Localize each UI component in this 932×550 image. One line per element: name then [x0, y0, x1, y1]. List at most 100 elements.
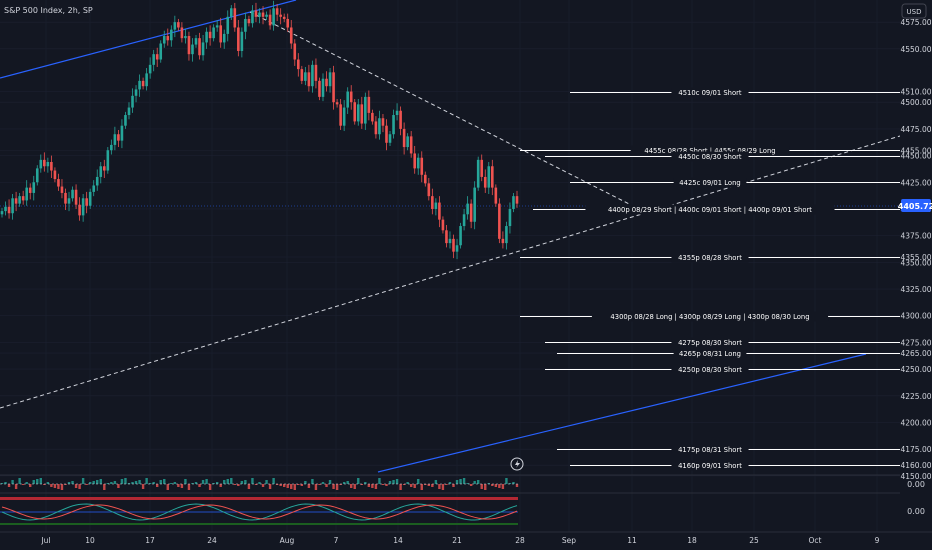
time-tick-label: 7	[334, 536, 339, 545]
candle-body	[88, 191, 92, 206]
candle-body	[275, 8, 279, 15]
candle-body	[215, 25, 219, 28]
currency-button[interactable]	[901, 3, 927, 19]
histogram-bar	[60, 484, 64, 490]
time-tick-label: 17	[145, 536, 155, 545]
histogram-bar	[163, 479, 166, 484]
histogram-bar	[113, 481, 117, 484]
price-tick-label: 4475.00	[900, 125, 931, 134]
candle-body	[166, 36, 170, 41]
candle-body	[462, 214, 466, 227]
histogram-bar	[145, 478, 148, 484]
candle-body	[212, 27, 215, 39]
histogram-bar	[402, 484, 406, 485]
candle-body	[134, 89, 138, 96]
indicator-value-1: 0.00	[907, 480, 925, 489]
candle-body	[177, 22, 180, 28]
price-tick-label: 4300.00	[900, 312, 931, 321]
osc-upper-band	[0, 497, 518, 500]
histogram-bar	[212, 483, 215, 484]
osc-lower-band	[0, 523, 518, 525]
level-label: 4250p 08/30 Short	[678, 366, 742, 374]
candle-body	[64, 192, 67, 204]
level-label: 4400p 08/29 Short | 4400c 09/01 Short | …	[608, 206, 812, 214]
histogram-bar	[173, 482, 177, 484]
candle-body	[508, 208, 512, 227]
histogram-bar	[367, 484, 371, 487]
time-axis[interactable]: Jul 10 17 24 Aug 7 14 21 28 Sep 11 18 25 Oct 9	[40, 536, 879, 545]
histogram-bar	[251, 478, 254, 484]
histogram-bar	[448, 482, 452, 484]
histogram-bar	[127, 483, 131, 484]
candle-body	[148, 64, 152, 74]
histogram-bar	[103, 484, 106, 490]
time-tick-label: 11	[627, 536, 637, 545]
candle-body	[381, 118, 385, 126]
histogram-bar	[46, 482, 50, 484]
time-tick-label: Oct	[809, 536, 822, 545]
price-tick-label: 4265.00	[900, 349, 931, 358]
candle-body	[339, 104, 342, 126]
candle-body	[349, 91, 353, 103]
histogram-bar	[328, 480, 332, 484]
price-tick-label: 4425.00	[900, 178, 931, 187]
histogram-bar	[466, 483, 469, 484]
histogram-bar	[159, 480, 162, 484]
candle-body	[46, 161, 50, 167]
price-tick-label: 4160.00	[900, 461, 931, 470]
histogram-bar	[261, 484, 265, 487]
price-tick-label: 4225.00	[900, 392, 931, 401]
time-tick-label: 24	[207, 536, 217, 545]
price-tick-label: 4510.00	[900, 88, 931, 97]
candle-body	[265, 14, 268, 17]
histogram-bar	[388, 481, 392, 484]
histogram-bar	[78, 484, 81, 489]
price-tick-label: 4550.00	[900, 45, 931, 54]
lightning-icon[interactable]	[510, 457, 524, 471]
histogram-bar	[452, 484, 455, 487]
candle-body	[39, 159, 43, 169]
candle-body	[487, 166, 491, 188]
candle-body	[78, 204, 81, 216]
histogram-bar	[74, 484, 78, 488]
candle-body	[127, 107, 131, 116]
histogram-bar	[300, 484, 304, 486]
histogram-bar	[25, 482, 28, 484]
candle-body	[35, 168, 39, 183]
histogram-bar	[11, 480, 14, 484]
candle-body	[258, 12, 261, 17]
candle-body	[279, 14, 282, 17]
candle-body	[413, 153, 417, 169]
candle-body	[170, 29, 173, 41]
histogram-bar	[233, 484, 237, 485]
candle-body	[318, 80, 321, 97]
histogram-bar	[431, 484, 434, 487]
histogram-bar	[32, 480, 35, 484]
candle-body	[498, 203, 501, 239]
histogram-bar	[247, 484, 251, 489]
histogram-bar	[381, 484, 385, 485]
chart-title[interactable]: S&P 500 Index, 2h, SP	[4, 6, 93, 15]
candle-body	[466, 203, 469, 215]
price-axis-background	[900, 0, 932, 550]
candle-body	[420, 157, 424, 175]
level-label: 4425c 09/01 Long	[679, 179, 740, 187]
candle-body	[184, 36, 187, 39]
candle-body	[501, 238, 505, 244]
histogram-bar	[201, 480, 205, 484]
histogram-bar	[81, 478, 85, 484]
histogram-bar	[409, 484, 413, 487]
histogram-bar	[106, 483, 110, 484]
histogram-bar	[498, 484, 501, 488]
candle-body	[0, 211, 4, 215]
candle-body	[85, 198, 88, 206]
histogram-bar	[512, 482, 515, 484]
candle-body	[515, 196, 519, 204]
histogram-bar	[57, 484, 60, 489]
time-tick-label: Sep	[562, 536, 576, 545]
candle-body	[18, 196, 21, 204]
histogram-bar	[282, 484, 286, 487]
price-tick-label: 4500.00	[900, 98, 931, 107]
candle-body	[494, 187, 498, 204]
